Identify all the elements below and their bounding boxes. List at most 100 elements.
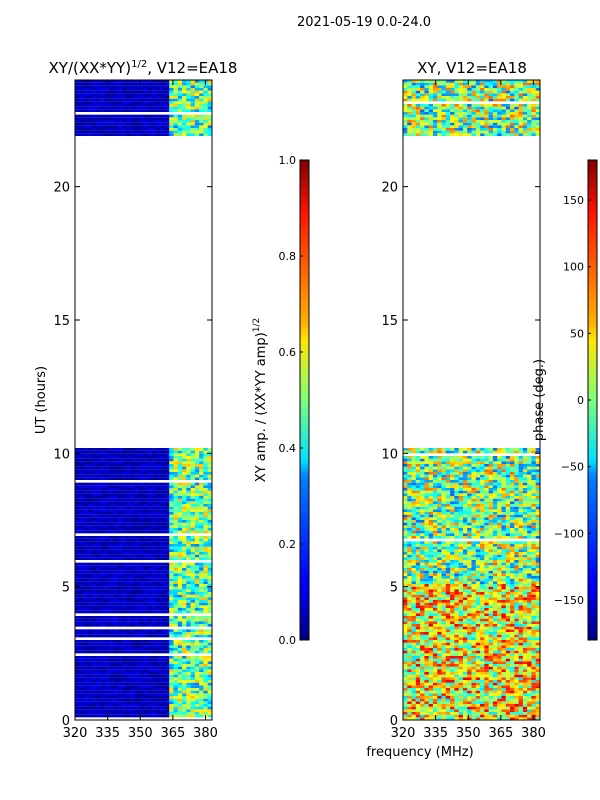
heatmap-cell: [194, 677, 200, 680]
heatmap-cell: [505, 624, 511, 627]
heatmap-cell: [100, 669, 106, 672]
heatmap-cell: [428, 669, 434, 672]
heatmap-cell: [445, 680, 451, 683]
heatmap-cell: [203, 586, 209, 590]
heatmap-cell: [126, 704, 131, 707]
heatmap-cell: [207, 525, 213, 528]
heatmap-cell: [79, 696, 84, 699]
heatmap-cell: [92, 709, 97, 712]
heatmap-cell: [480, 618, 485, 622]
heatmap-cell: [199, 578, 204, 582]
heatmap-cell: [186, 698, 191, 702]
heatmap-cell: [173, 608, 179, 611]
heatmap-cell: [152, 133, 157, 136]
heatmap-cell: [510, 629, 515, 632]
heatmap-cell: [190, 493, 196, 496]
heatmap-cell: [207, 109, 213, 112]
heatmap-cell: [109, 117, 114, 120]
heatmap-cell: [83, 680, 89, 683]
heatmap-cell: [207, 562, 213, 566]
heatmap-cell: [139, 85, 144, 88]
heatmap-cell: [428, 656, 434, 659]
heatmap-cell: [488, 642, 494, 646]
heatmap-cell: [510, 616, 515, 619]
heatmap-cell: [113, 541, 119, 544]
heatmap-cell: [415, 688, 421, 691]
heatmap-cell: [428, 714, 434, 718]
heatmap-cell: [462, 637, 468, 640]
heatmap-cell: [96, 570, 101, 574]
heatmap-cell: [96, 117, 101, 120]
heatmap-cell: [480, 674, 485, 678]
heatmap-cell: [100, 517, 106, 520]
heatmap-cell: [126, 122, 131, 126]
heatmap-cell: [450, 701, 455, 704]
heatmap-cell: [87, 114, 93, 118]
heatmap-cell: [190, 98, 196, 102]
heatmap-cell: [113, 82, 119, 86]
heatmap-cell: [182, 640, 187, 643]
heatmap-cell: [458, 650, 464, 654]
heatmap-cell: [152, 557, 157, 560]
heatmap-cell: [403, 690, 408, 694]
heatmap-cell: [445, 709, 451, 712]
heatmap-cell: [445, 637, 451, 640]
heatmap-cell: [207, 592, 213, 595]
heatmap-cell: [173, 602, 179, 606]
heatmap-cell: [143, 88, 149, 91]
heatmap-cell: [109, 584, 114, 587]
heatmap-cell: [87, 634, 93, 638]
heatmap-cell: [518, 674, 524, 678]
heatmap-cell: [207, 520, 213, 523]
heatmap-cell: [203, 482, 209, 486]
heatmap-cell: [147, 512, 153, 515]
heatmap-cell: [164, 685, 170, 688]
heatmap-cell: [194, 672, 200, 675]
heatmap-cell: [117, 472, 123, 475]
heatmap-cell: [411, 672, 417, 675]
heatmap-cell: [420, 624, 425, 627]
heatmap-cell: [113, 114, 119, 118]
heatmap-cell: [130, 469, 136, 472]
heatmap-cell: [445, 669, 451, 672]
heatmap-cell: [177, 616, 183, 619]
heatmap-cell: [152, 464, 157, 467]
heatmap-cell: [199, 120, 204, 123]
heatmap-cell: [156, 130, 161, 134]
heatmap-cell: [156, 592, 161, 595]
heatmap-cell: [130, 674, 136, 678]
heatmap-cell: [173, 96, 179, 99]
heatmap-cell: [207, 618, 213, 622]
heatmap-cell: [207, 125, 213, 128]
heatmap-cell: [173, 666, 179, 670]
heatmap-cell: [126, 674, 131, 678]
heatmap-cell: [173, 714, 179, 718]
heatmap-cell: [424, 704, 429, 707]
heatmap-cell: [505, 688, 511, 691]
heatmap-cell: [130, 458, 136, 462]
heatmap-cell: [164, 557, 170, 560]
heatmap-cell: [177, 101, 183, 104]
heatmap-cell: [126, 506, 131, 510]
heatmap-cell: [169, 664, 174, 667]
heatmap-cell: [100, 701, 106, 704]
heatmap-cell: [194, 656, 200, 659]
heatmap-cell: [186, 589, 191, 592]
heatmap-cell: [458, 653, 464, 656]
heatmap-cell: [424, 648, 429, 651]
heatmap-cell: [169, 517, 174, 520]
heatmap-cell: [109, 104, 114, 107]
heatmap-cell: [79, 101, 84, 104]
heatmap-cell: [514, 709, 519, 712]
heatmap-cell: [207, 650, 213, 654]
heatmap-cell: [173, 690, 179, 694]
heatmap-cell: [164, 570, 170, 574]
heatmap-cell: [199, 600, 204, 603]
heatmap-cell: [92, 570, 97, 574]
heatmap-cell: [75, 466, 80, 470]
heatmap-cell: [497, 664, 502, 667]
heatmap-cell: [117, 538, 123, 542]
heatmap-cell: [152, 618, 157, 622]
heatmap-cell: [134, 501, 140, 504]
heatmap-cell: [96, 96, 101, 99]
